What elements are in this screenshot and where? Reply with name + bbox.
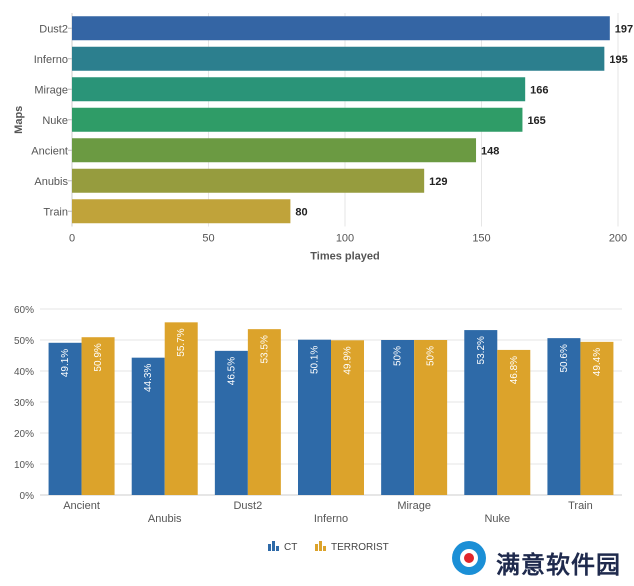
x-tick-label: Mirage [397,500,431,512]
watermark-text: 满意软件园 [496,551,621,579]
y-tick-label: Inferno [34,54,68,66]
x-tick-label: Anubis [148,513,182,525]
data-label: 195 [609,54,627,66]
y-tick-label: 0% [20,491,35,502]
bar [72,77,526,102]
y-tick-label: Train [43,206,68,218]
x-tick-label: 100 [336,233,354,245]
bar [72,46,605,71]
legend-icon [268,544,271,551]
x-axis-title: Times played [310,251,380,263]
data-label: 55.7% [176,328,187,356]
bar [72,138,477,163]
data-label: 49.1% [60,349,71,377]
bar [381,340,415,495]
x-tick-label: 150 [472,233,490,245]
y-axis-title: Maps [13,106,25,134]
y-tick-label: Anubis [34,176,68,188]
y-tick-label: 60% [14,305,34,316]
data-label: 46.5% [226,357,237,385]
data-label: 50% [393,346,404,366]
bar [298,339,331,495]
bar [72,16,610,41]
data-label: 44.3% [143,364,154,392]
bar [131,357,165,495]
data-label: 165 [527,115,545,127]
data-label: 197 [615,23,633,35]
watermark: 满意软件园 [444,535,634,585]
y-tick-label: Dust2 [39,23,68,35]
times-played-chart: 0 50 100 150 200 Dust2 197 Inferno 195 Mirage 166 N… [13,13,633,263]
x-tick-label: Nuke [484,513,510,525]
x-tick-label: 0 [69,233,75,245]
x-tick-label: Dust2 [233,500,262,512]
legend-icon [276,546,279,551]
bar [414,340,448,495]
y-tick-label: 30% [14,398,34,409]
x-tick-label: Inferno [314,513,348,525]
logo-icon [452,541,486,575]
legend-icon [319,541,322,551]
bar [72,199,291,224]
bar [214,350,248,495]
x-tick-label: Train [568,500,593,512]
bar [580,341,614,495]
x-tick-label: 50 [202,233,214,245]
bar [164,322,198,495]
bar [464,330,498,495]
y-tick-label: Ancient [31,145,68,157]
data-label: 50.6% [559,344,570,372]
y-tick-label: 10% [14,460,34,471]
data-label: 46.8% [509,356,520,384]
legend-label: TERRORIST [331,542,389,553]
bar [331,340,364,495]
bar [81,337,115,495]
y-tick-label: Nuke [42,115,68,127]
bar [547,338,581,495]
y-tick-label: Mirage [34,84,68,96]
data-label: 49.4% [592,348,603,376]
y-tick-label: 40% [14,367,34,378]
x-tick-label: 200 [609,233,627,245]
bar [247,329,281,495]
data-label: 166 [530,84,548,96]
data-label: 50.9% [93,343,104,371]
bar [72,107,523,132]
legend-label: CT [284,542,297,553]
data-label: 80 [295,206,307,218]
legend-icon [315,544,318,551]
data-label: 50.1% [310,346,321,374]
data-label: 53.5% [259,335,270,363]
bar [497,349,531,495]
y-tick-label: 50% [14,336,34,347]
legend-icon [323,546,326,551]
data-label: 49.9% [343,346,354,374]
bar [72,168,425,193]
y-tick-label: 20% [14,429,34,440]
data-label: 50% [426,346,437,366]
data-label: 53.2% [476,336,487,364]
legend-icon [272,541,275,551]
x-tick-label: Ancient [63,500,100,512]
data-label: 148 [481,145,499,157]
bar [48,342,82,495]
data-label: 129 [429,176,447,188]
